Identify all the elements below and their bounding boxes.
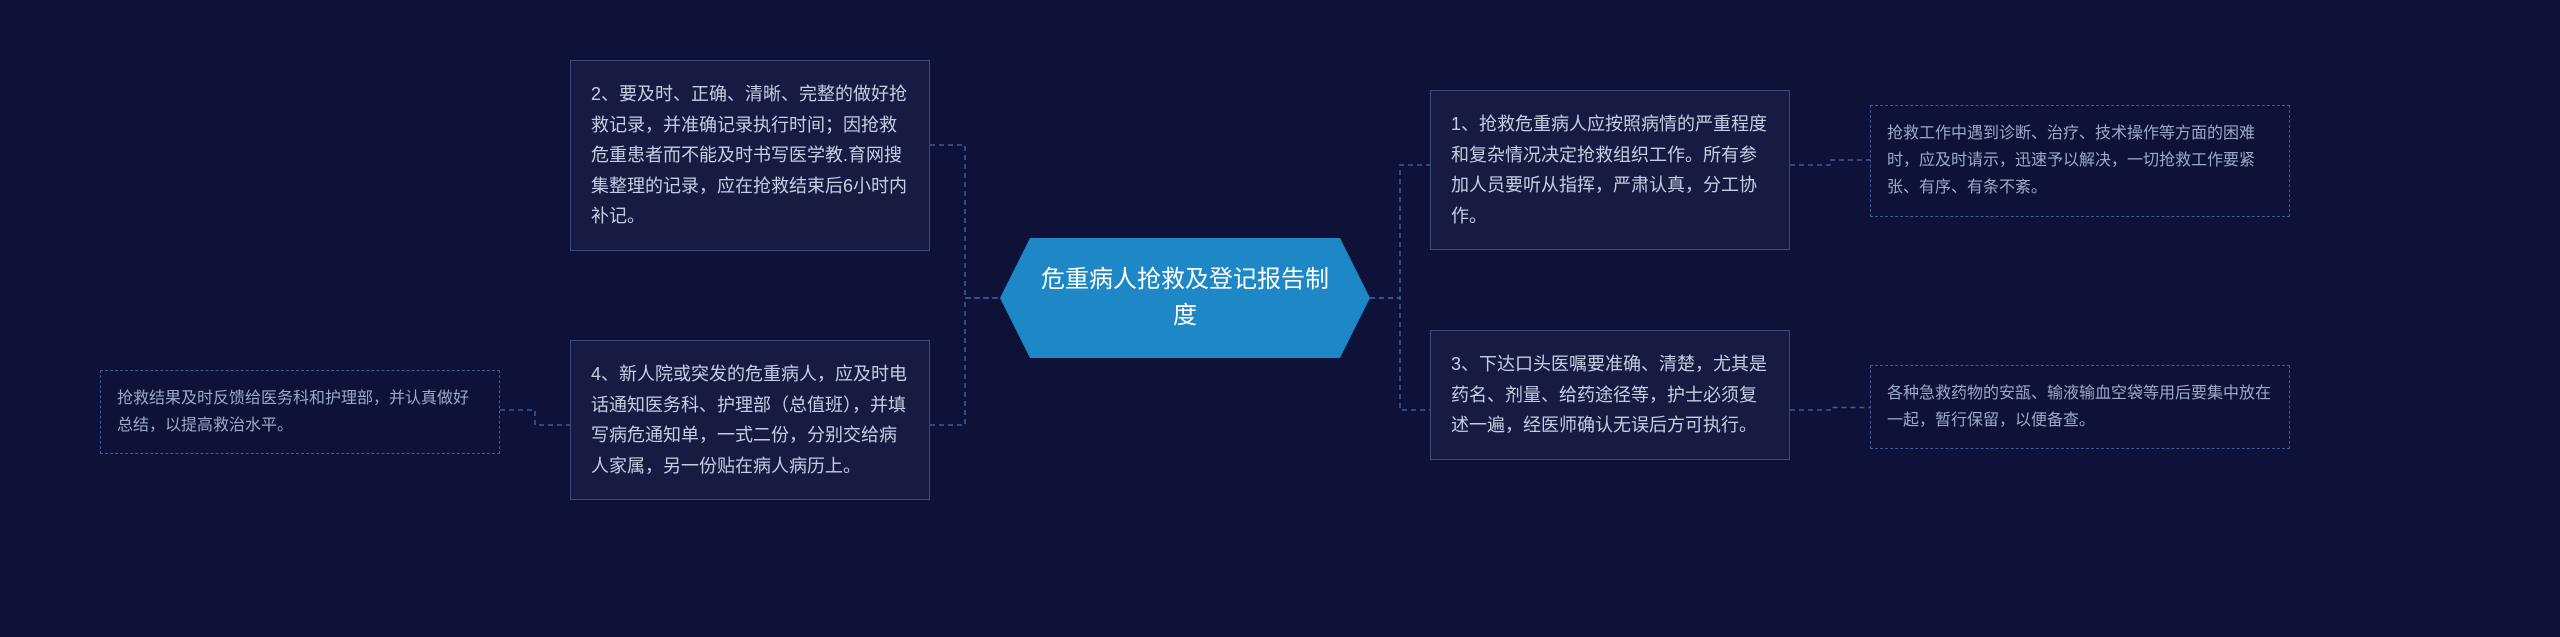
level1-node-n2: 2、要及时、正确、清晰、完整的做好抢救记录，并准确记录执行时间；因抢救危重患者而… (570, 60, 930, 251)
level1-text: 3、下达口头医嘱要准确、清楚，尤其是药名、剂量、给药途径等，护士必须复述一遍，经… (1451, 354, 1767, 435)
level1-text: 1、抢救危重病人应按照病情的严重程度和复杂情况决定抢救组织工作。所有参加人员要听… (1451, 114, 1767, 226)
level1-node-n3: 3、下达口头医嘱要准确、清楚，尤其是药名、剂量、给药途径等，护士必须复述一遍，经… (1430, 330, 1790, 460)
level2-text: 各种急救药物的安瓿、输液输血空袋等用后要集中放在一起，暂行保留，以便备查。 (1887, 385, 2271, 429)
level2-text: 抢救工作中遇到诊断、治疗、技术操作等方面的困难时，应及时请示，迅速予以解决，一切… (1887, 125, 2255, 196)
center-node: 危重病人抢救及登记报告制度 (1000, 238, 1370, 358)
center-node-text: 危重病人抢救及登记报告制度 (1030, 262, 1340, 334)
level2-node-s4: 抢救结果及时反馈给医务科和护理部，并认真做好总结，以提高救治水平。 (100, 370, 500, 454)
level2-node-s1: 抢救工作中遇到诊断、治疗、技术操作等方面的困难时，应及时请示，迅速予以解决，一切… (1870, 105, 2290, 217)
level2-node-s3: 各种急救药物的安瓿、输液输血空袋等用后要集中放在一起，暂行保留，以便备查。 (1870, 365, 2290, 449)
level1-node-n4: 4、新人院或突发的危重病人，应及时电话通知医务科、护理部（总值班），并填写病危通… (570, 340, 930, 500)
level1-text: 2、要及时、正确、清晰、完整的做好抢救记录，并准确记录执行时间；因抢救危重患者而… (591, 84, 907, 226)
level1-node-n1: 1、抢救危重病人应按照病情的严重程度和复杂情况决定抢救组织工作。所有参加人员要听… (1430, 90, 1790, 250)
level1-text: 4、新人院或突发的危重病人，应及时电话通知医务科、护理部（总值班），并填写病危通… (591, 364, 907, 476)
level2-text: 抢救结果及时反馈给医务科和护理部，并认真做好总结，以提高救治水平。 (117, 390, 469, 434)
